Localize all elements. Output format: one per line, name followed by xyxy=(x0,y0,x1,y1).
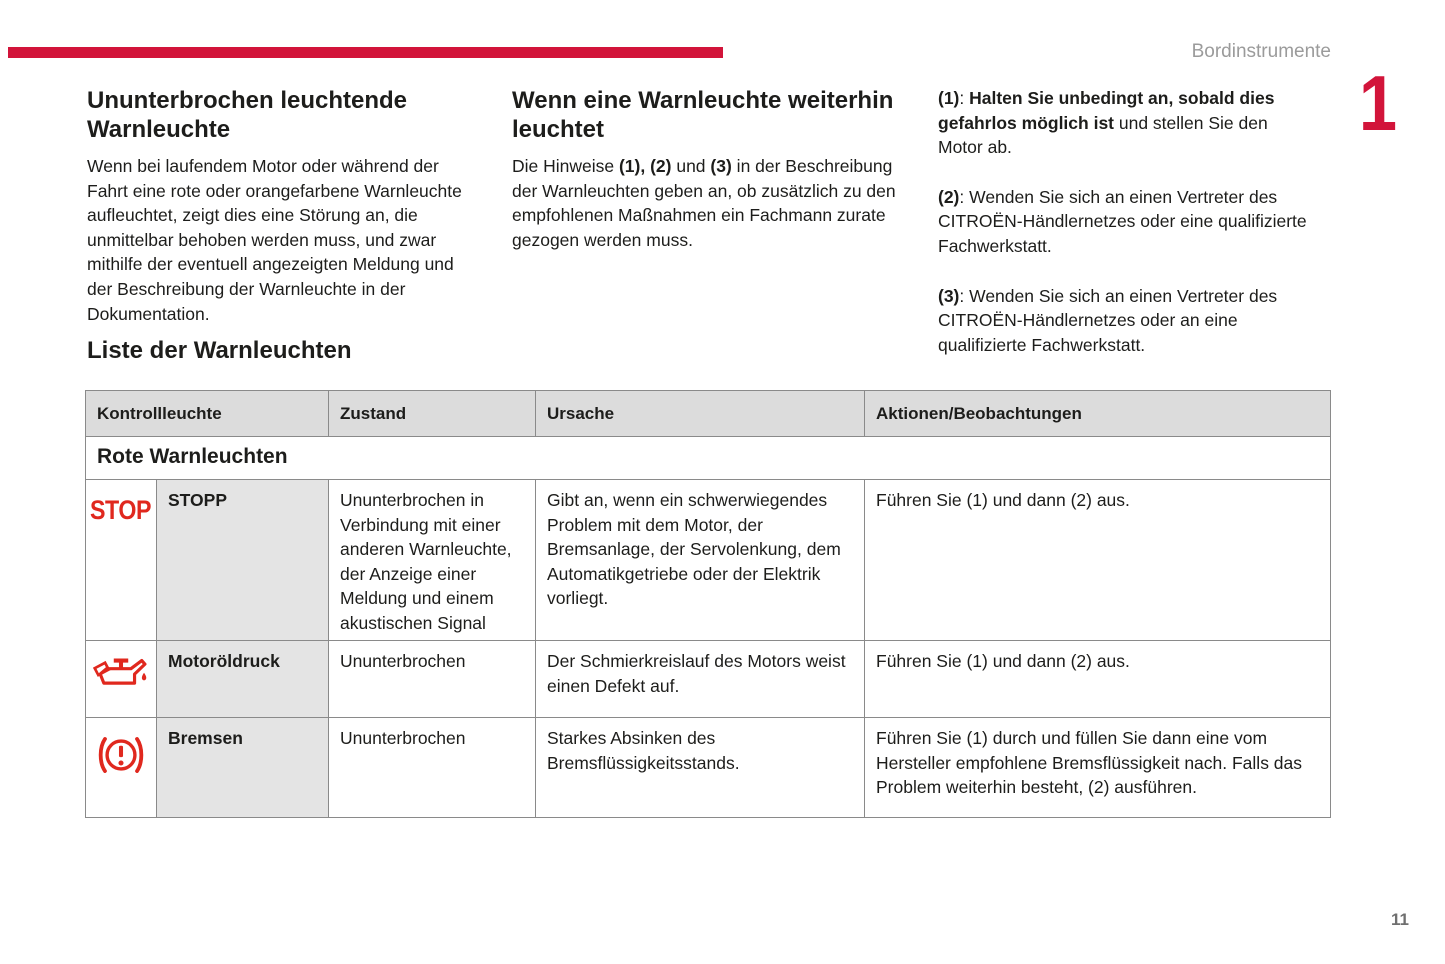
warning-aktionen: Führen Sie (1) und dann (2) aus. xyxy=(864,641,1330,717)
column-heading: Ununterbrochen leuchtende Warnleuchte xyxy=(87,87,408,143)
warning-list-heading: Liste der Warnleuchten xyxy=(87,337,352,364)
intro-column-persistent-warning: Wenn eine Warnleuchte weiterhin leuchtet… xyxy=(512,86,912,252)
icon-cell xyxy=(86,718,156,817)
header-zustand: Zustand xyxy=(328,391,535,436)
warning-aktionen: Führen Sie (1) und dann (2) aus. xyxy=(864,480,1330,640)
oil-pressure-icon xyxy=(93,658,147,685)
table-row-bremsen: Bremsen Ununterbrochen Starkes Absinken … xyxy=(86,717,1330,817)
action-note-1: (1): Halten Sie unbedingt an, sobald die… xyxy=(938,88,1275,158)
running-header-title: Bordinstrumente xyxy=(1191,41,1331,62)
icon-cell: STOP xyxy=(86,480,156,640)
header-kontrollleuchte: Kontrollleuchte xyxy=(97,404,222,423)
icon-cell xyxy=(86,641,156,717)
table-row-motoroeldruck: Motoröldruck Ununterbrochen Der Schmierk… xyxy=(86,640,1330,717)
warning-zustand: Ununterbrochen xyxy=(328,641,535,717)
chapter-accent-bar xyxy=(8,47,723,58)
warning-name: STOPP xyxy=(156,480,328,640)
section-title-red-warnings: Rote Warnleuchten xyxy=(97,445,288,468)
warning-aktionen: Führen Sie (1) durch und füllen Sie dann… xyxy=(864,718,1330,817)
warning-lights-table: Kontrollleuchte Zustand Ursache Aktionen… xyxy=(85,390,1331,818)
header-ursache: Ursache xyxy=(535,391,864,436)
warning-ursache: Starkes Absinken des Bremsflüssigkeitsst… xyxy=(535,718,864,817)
table-section-row: Rote Warnleuchten xyxy=(86,436,1330,479)
intro-column-continuous-warning: Ununterbrochen leuchtende Warnleuchte We… xyxy=(87,86,481,326)
table-row-stopp: STOP STOPP Ununterbrochen in Verbindung … xyxy=(86,479,1330,640)
warning-ursache: Der Schmierkreislauf des Motors weist ei… xyxy=(535,641,864,717)
column-body-text: Die Hinweise (1), (2) und (3) in der Bes… xyxy=(512,156,896,250)
action-note-3: (3): Wenden Sie sich an einen Vertreter … xyxy=(938,285,1278,355)
warning-zustand: Ununterbrochen in Verbindung mit einer a… xyxy=(328,480,535,640)
warning-zustand: Ununterbrochen xyxy=(328,718,535,817)
brake-warning-icon xyxy=(98,737,144,773)
action-note-2: (2): Wenden Sie sich an einen Vertreter … xyxy=(938,186,1307,256)
warning-name: Bremsen xyxy=(156,718,328,817)
table-header-row: Kontrollleuchte Zustand Ursache Aktionen… xyxy=(86,391,1330,436)
column-heading: Wenn eine Warnleuchte weiterhin leuchtet xyxy=(512,87,894,143)
column-body-text: Wenn bei laufendem Motor oder während de… xyxy=(87,156,462,324)
page-number: 11 xyxy=(1391,910,1409,929)
header-aktionen: Aktionen/Beobachtungen xyxy=(864,391,1330,436)
warning-name: Motoröldruck xyxy=(156,641,328,717)
stop-warning-icon: STOP xyxy=(90,495,152,525)
chapter-number: 1 xyxy=(1358,59,1398,147)
warning-ursache: Gibt an, wenn ein schwerwiegendes Proble… xyxy=(535,480,864,640)
intro-column-action-notes: (1): Halten Sie unbedingt an, sobald die… xyxy=(938,86,1310,382)
